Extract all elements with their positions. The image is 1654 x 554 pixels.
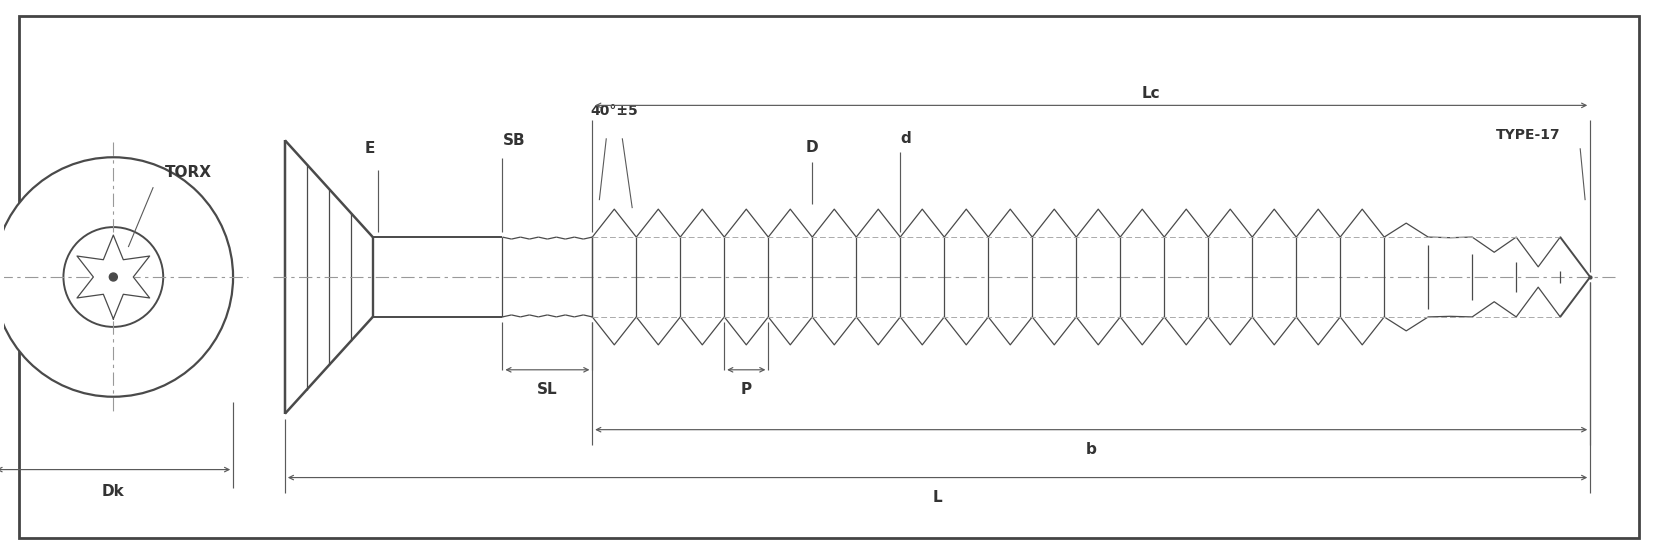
Polygon shape — [78, 235, 149, 319]
Text: Lc: Lc — [1141, 86, 1161, 101]
Text: SB: SB — [503, 133, 526, 148]
Text: D: D — [805, 140, 819, 155]
Text: L: L — [933, 490, 943, 505]
Ellipse shape — [0, 157, 233, 397]
Text: Dk: Dk — [103, 484, 124, 499]
Ellipse shape — [63, 227, 164, 327]
Text: P: P — [741, 382, 753, 397]
Text: TORX: TORX — [165, 165, 212, 179]
Circle shape — [109, 273, 117, 281]
Text: b: b — [1085, 442, 1097, 457]
Text: 40°±5: 40°±5 — [590, 104, 638, 119]
Text: SL: SL — [538, 382, 557, 397]
Text: d: d — [900, 131, 911, 146]
Text: TYPE-17: TYPE-17 — [1495, 129, 1560, 142]
Text: E: E — [364, 141, 375, 156]
